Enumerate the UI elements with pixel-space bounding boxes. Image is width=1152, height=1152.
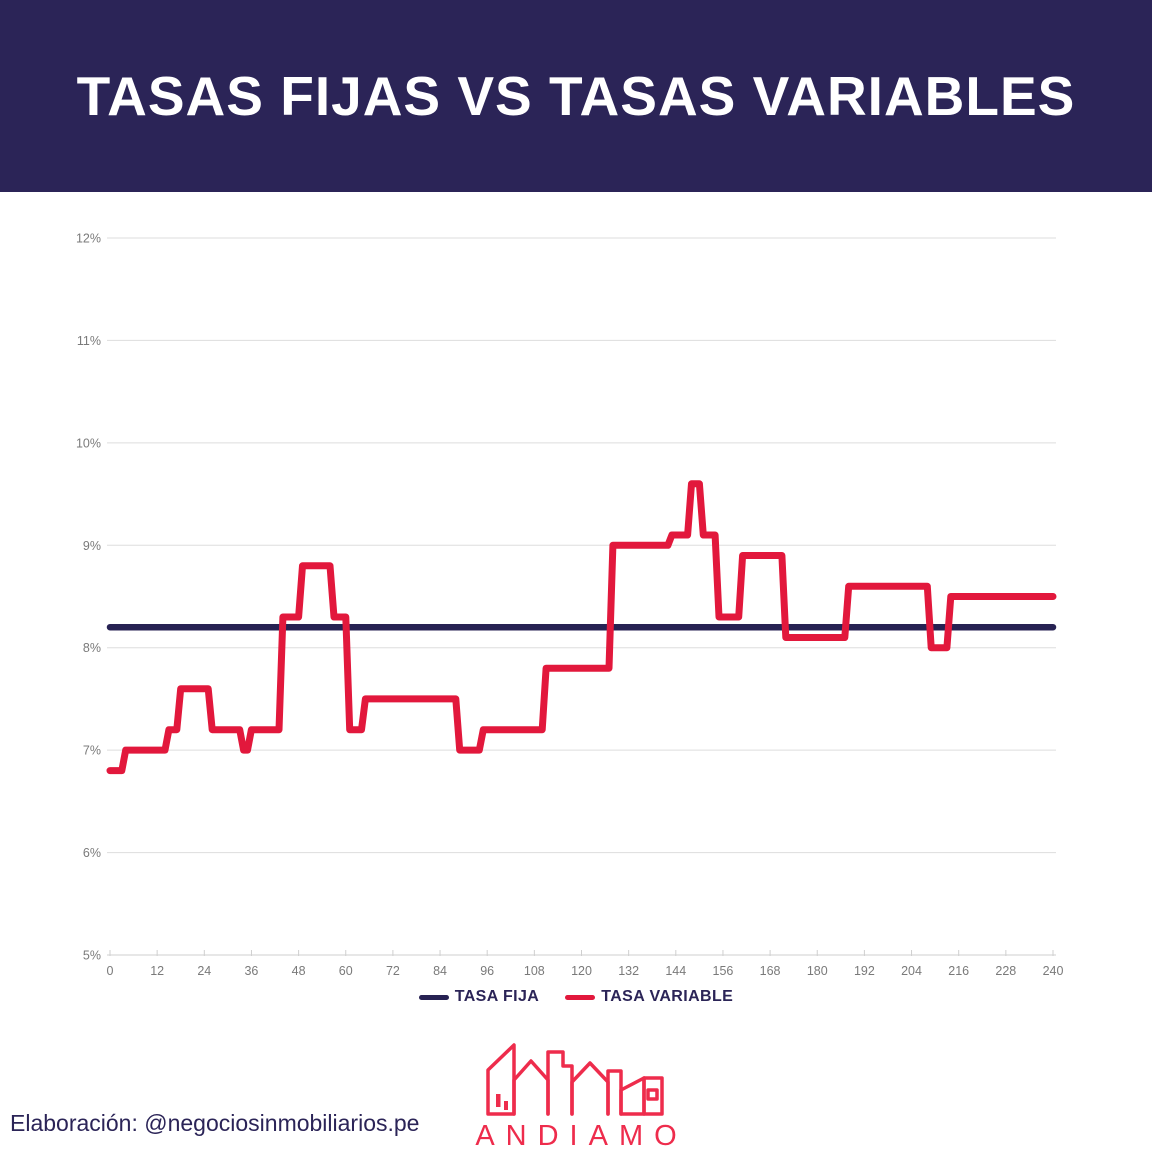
x-tick-label: 192	[854, 964, 875, 978]
x-tick-label: 108	[524, 964, 545, 978]
x-tick-label: 156	[713, 964, 734, 978]
y-tick-label: 7%	[83, 744, 101, 758]
x-tick-label: 216	[948, 964, 969, 978]
x-tick-label: 180	[807, 964, 828, 978]
x-tick-label: 36	[244, 964, 258, 978]
legend-item-tasa-fija: TASA FIJA	[418, 988, 540, 1006]
city-skyline-icon	[486, 1043, 664, 1116]
x-tick-label: 120	[571, 964, 592, 978]
tasa-fija-swatch-icon	[418, 994, 449, 1000]
x-tick-label: 168	[760, 964, 781, 978]
x-tick-label: 72	[386, 964, 400, 978]
x-tick-label: 240	[1043, 964, 1064, 978]
y-tick-label: 8%	[83, 641, 101, 655]
series-line-tasa-variable	[106, 480, 1057, 775]
x-tick-label: 228	[995, 964, 1016, 978]
x-tick-label: 60	[339, 964, 353, 978]
x-tick-label: 24	[197, 964, 211, 978]
x-tick-label: 48	[292, 964, 306, 978]
tasa-variable-swatch-icon	[565, 994, 596, 1000]
legend-label: TASA VARIABLE	[601, 988, 734, 1005]
legend-item-tasa-variable: TASA VARIABLE	[565, 988, 733, 1006]
y-tick-label: 12%	[76, 232, 101, 246]
y-tick-label: 9%	[83, 539, 101, 553]
y-tick-label: 5%	[83, 949, 101, 963]
page-title: TASAS FIJAS VS TASAS VARIABLES	[76, 65, 1076, 127]
y-tick-label: 11%	[77, 334, 101, 348]
legend-label: TASA FIJA	[454, 988, 540, 1005]
chart-legend: TASA FIJA TASA VARIABLE	[0, 988, 1152, 1006]
y-tick-label: 10%	[76, 436, 101, 450]
header-banner: TASAS FIJAS VS TASAS VARIABLES	[0, 0, 1152, 192]
x-tick-label: 132	[618, 964, 639, 978]
x-tick-label: 204	[901, 964, 922, 978]
x-tick-label: 96	[480, 964, 494, 978]
x-tick-label: 84	[433, 964, 447, 978]
andiamo-wordmark: ANDIAMO	[475, 1120, 688, 1152]
y-tick-label: 6%	[83, 846, 101, 860]
x-tick-label: 12	[150, 964, 164, 978]
x-tick-label: 144	[665, 964, 686, 978]
andiamo-logo: ANDIAMO	[0, 1038, 1152, 1152]
x-tick-label: 0	[107, 964, 114, 978]
credit-text: Elaboración: @negociosinmobiliarios.pe	[10, 1110, 420, 1136]
